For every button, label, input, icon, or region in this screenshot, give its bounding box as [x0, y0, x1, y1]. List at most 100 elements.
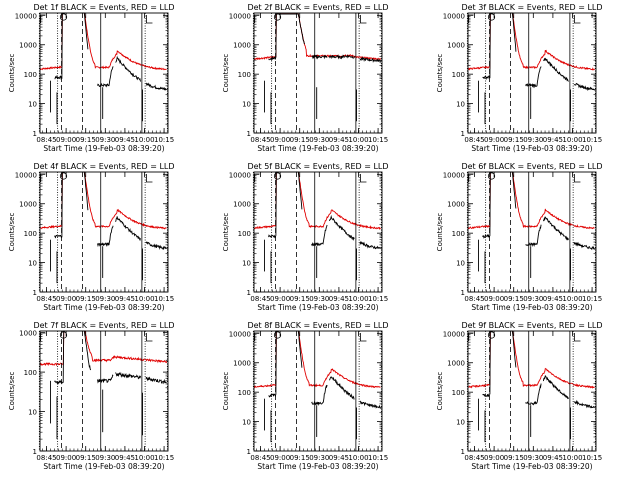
- y-tick-label: 1: [461, 130, 465, 138]
- annotation-s: [487, 331, 496, 339]
- panel-9: Det 9f BLACK = Events, RED = LLD 1 10 100 10…: [436, 321, 603, 471]
- y-tick-label: 1: [247, 289, 251, 297]
- plot-frame: [467, 330, 597, 452]
- plot-frame: [253, 171, 383, 293]
- x-axis-label: Start Time (19-Feb-03 08:39:20): [257, 303, 378, 312]
- series-lld-line: [39, 330, 168, 367]
- y-axis-label: Counts/sec: [222, 54, 230, 93]
- x-tick-label: 10:00: [562, 454, 582, 462]
- x-axis-label: Start Time (19-Feb-03 08:39:20): [43, 462, 164, 471]
- x-tick-label: 09:45: [115, 454, 135, 462]
- series-lld-line: [253, 171, 381, 230]
- annotation-n: [146, 333, 153, 342]
- x-tick-label: 09:15: [290, 454, 310, 462]
- annotation-n: [146, 174, 153, 183]
- x-tick-label: 09:15: [504, 454, 524, 462]
- x-tick-label: 10:15: [154, 295, 174, 303]
- series-lld-line: [467, 12, 596, 71]
- x-tick-label: 10:00: [134, 136, 154, 144]
- x-tick-label: 10:15: [582, 136, 602, 144]
- x-tick-label: 09:15: [290, 136, 310, 144]
- x-tick-label: 09:45: [115, 295, 135, 303]
- x-tick-label: 09:30: [523, 295, 543, 303]
- x-tick-label: 10:15: [154, 136, 174, 144]
- x-tick-label: 09:30: [309, 295, 329, 303]
- x-axis-label: Start Time (19-Feb-03 08:39:20): [257, 144, 378, 153]
- x-tick-label: 09:45: [329, 136, 349, 144]
- panel-1: Det 1f BLACK = Events, RED = LLD 1 10 100 10…: [8, 3, 175, 153]
- y-tick-label: 100: [238, 71, 251, 79]
- annotation-s: [273, 331, 282, 339]
- x-tick-label: 10:00: [134, 454, 154, 462]
- series-events-line: [268, 330, 381, 409]
- y-tick-label: 1: [247, 448, 251, 456]
- y-tick-label: 1: [247, 130, 251, 138]
- y-tick-label: 10000: [443, 330, 465, 338]
- annotation-s: [487, 172, 496, 180]
- x-tick-label: 10:00: [562, 295, 582, 303]
- x-tick-label: 09:45: [115, 136, 135, 144]
- y-tick-label: 1000: [447, 360, 465, 368]
- series-events-line: [482, 12, 595, 92]
- x-tick-label: 09:30: [309, 454, 329, 462]
- x-tick-label: 09:30: [95, 295, 115, 303]
- x-tick-label: 10:00: [562, 136, 582, 144]
- x-tick-label: 10:15: [368, 295, 388, 303]
- x-tick-label: 08:45: [250, 295, 270, 303]
- x-tick-label: 08:45: [464, 295, 484, 303]
- annotation-n: [146, 15, 153, 24]
- annotation-n: [360, 333, 367, 342]
- plot-frame: [39, 12, 169, 134]
- y-tick-label: 100: [238, 230, 251, 238]
- y-tick-label: 10: [28, 260, 37, 268]
- series-events-line: [54, 12, 167, 91]
- series-lld-line: [467, 330, 595, 389]
- x-tick-label: 09:15: [76, 454, 96, 462]
- y-tick-label: 100: [238, 389, 251, 397]
- x-axis-label: Start Time (19-Feb-03 08:39:20): [257, 462, 378, 471]
- panel-6: Det 6f BLACK = Events, RED = LLD 1 10 100 10…: [436, 162, 603, 312]
- x-axis-label: Start Time (19-Feb-03 08:39:20): [471, 303, 592, 312]
- x-axis-label: Start Time (19-Feb-03 08:39:20): [43, 303, 164, 312]
- series-events-line: [268, 13, 382, 64]
- x-tick-label: 08:45: [250, 136, 270, 144]
- x-tick-label: 09:45: [329, 454, 349, 462]
- annotation-s: [273, 172, 282, 180]
- x-tick-label: 09:15: [290, 295, 310, 303]
- x-tick-label: 09:15: [504, 295, 524, 303]
- y-tick-label: 1000: [233, 42, 251, 50]
- y-tick-label: 100: [452, 230, 465, 238]
- y-tick-label: 10: [456, 419, 465, 427]
- x-tick-label: 10:15: [582, 454, 602, 462]
- annotation-n: [360, 174, 367, 183]
- y-tick-label: 1000: [447, 201, 465, 209]
- x-tick-label: 09:00: [270, 454, 290, 462]
- x-tick-label: 09:15: [76, 295, 96, 303]
- x-tick-label: 09:00: [56, 454, 76, 462]
- y-tick-label: 1000: [19, 330, 37, 338]
- x-tick-label: 10:15: [154, 454, 174, 462]
- x-tick-label: 09:45: [543, 454, 563, 462]
- y-axis-label: Counts/sec: [436, 54, 444, 93]
- x-tick-label: 09:00: [270, 295, 290, 303]
- x-tick-label: 09:30: [95, 136, 115, 144]
- x-tick-label: 10:00: [348, 454, 368, 462]
- y-tick-label: 10000: [229, 171, 251, 179]
- annotation-s: [59, 331, 68, 339]
- panel-title: Det 3f BLACK = Events, RED = LLD: [461, 3, 602, 12]
- annotation-s: [487, 13, 496, 21]
- x-tick-label: 08:45: [36, 454, 56, 462]
- y-tick-label: 1000: [19, 42, 37, 50]
- plot-frame: [467, 12, 597, 134]
- panel-3: Det 3f BLACK = Events, RED = LLD 1 10 100 10…: [436, 3, 603, 153]
- panel-title: Det 7f BLACK = Events, RED = LLD: [33, 321, 174, 330]
- y-tick-label: 1: [33, 130, 37, 138]
- series-lld-line: [39, 12, 167, 71]
- y-tick-label: 100: [452, 71, 465, 79]
- y-tick-label: 10000: [229, 330, 251, 338]
- y-tick-label: 1000: [447, 42, 465, 50]
- panel-title: Det 4f BLACK = Events, RED = LLD: [33, 162, 174, 171]
- annotation-s: [59, 13, 68, 21]
- x-tick-label: 09:45: [329, 295, 349, 303]
- x-tick-label: 09:30: [523, 454, 543, 462]
